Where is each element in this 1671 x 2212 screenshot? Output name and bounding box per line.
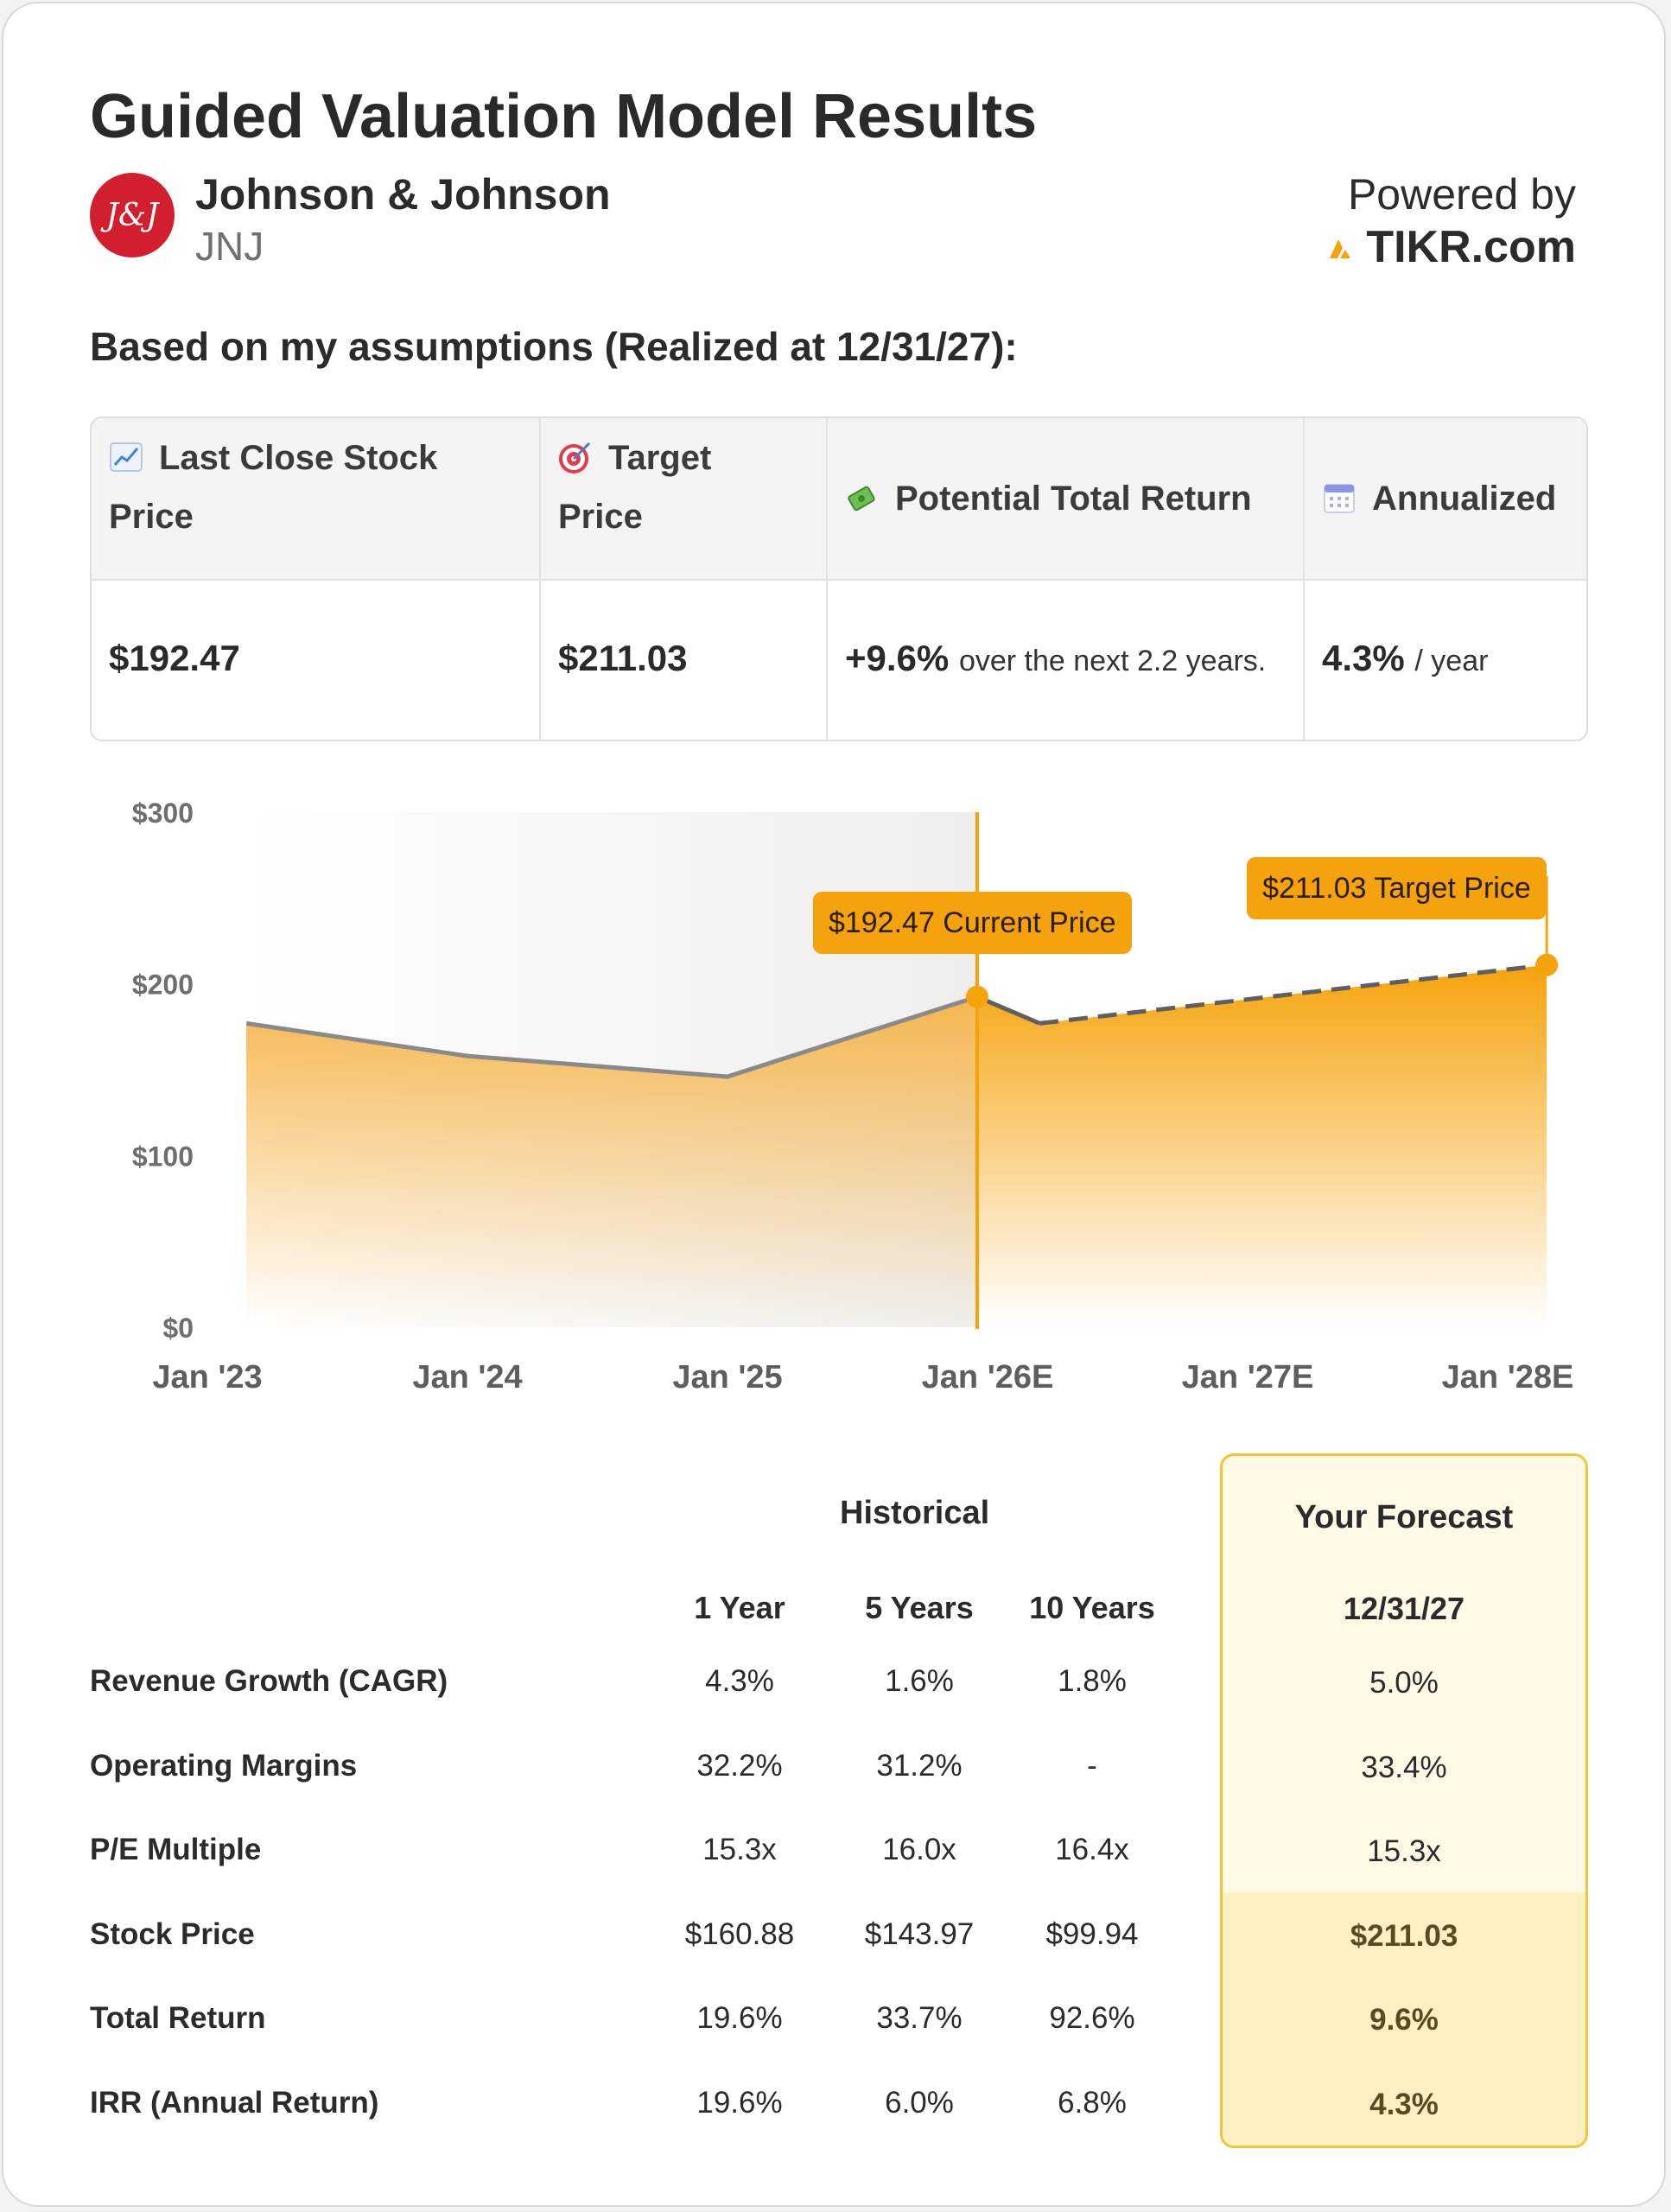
- col-1-year: 1 Year: [694, 1590, 785, 1625]
- header-last-close-label: Last Close Stock Price: [109, 439, 438, 536]
- column-divider: [826, 418, 828, 740]
- metric-cell: 6.8%: [1058, 2086, 1127, 2120]
- header-annualized-label: Annualized: [1372, 480, 1557, 518]
- money-with-wings-icon: [848, 486, 875, 512]
- chart-increasing-icon: [110, 442, 143, 472]
- metric-row-label: Total Return: [90, 2001, 266, 2035]
- assumptions-heading: Based on my assumptions (Realized at 12/…: [90, 324, 1018, 369]
- brand-name: TIKR.com: [1366, 222, 1576, 272]
- historical-title: Historical: [840, 1495, 990, 1531]
- current-price-point: [965, 985, 988, 1008]
- metric-cell: 16.4x: [1055, 1833, 1129, 1866]
- company-name: Johnson & Johnson: [195, 170, 611, 219]
- current-price-label: $192.47 Current Price: [812, 891, 1132, 954]
- metric-cell: 92.6%: [1049, 2001, 1135, 2035]
- forecast-cell: 5.0%: [1369, 1666, 1439, 1700]
- ticker-symbol: JNJ: [195, 224, 264, 269]
- target-price-point: [1535, 953, 1559, 976]
- col-5-years: 5 Years: [865, 1590, 974, 1625]
- historical-price-line: [245, 995, 978, 1079]
- metric-cell: 1.8%: [1058, 1664, 1127, 1698]
- target-icon: [559, 442, 591, 474]
- y-tick-label: $300: [132, 798, 194, 829]
- header-annualized: Annualized: [1322, 469, 1581, 528]
- y-tick-label: $200: [132, 969, 194, 1001]
- forecast-cell: 33.4%: [1361, 1751, 1447, 1784]
- metric-cell: 32.2%: [696, 1749, 783, 1783]
- forecast-price-line: [975, 995, 1041, 1026]
- header-target: Target Price: [558, 429, 800, 546]
- metric-cell: 15.3x: [702, 1833, 777, 1866]
- last-close-value: $192.47: [109, 638, 240, 678]
- metric-cell: 19.6%: [696, 2086, 783, 2120]
- metric-cell: 33.7%: [876, 2001, 963, 2035]
- header-total-return-label: Potential Total Return: [895, 480, 1252, 518]
- metric-cell: 16.0x: [882, 1833, 956, 1866]
- company-logo: J&J: [90, 173, 175, 257]
- tikr-logo-icon: [1330, 239, 1351, 258]
- metric-cell: $160.88: [684, 1917, 795, 1951]
- metric-cell: 31.2%: [876, 1749, 963, 1783]
- forecast-cell: 15.3x: [1367, 1834, 1441, 1868]
- forecast-date: 12/31/27: [1343, 1591, 1465, 1626]
- header-target-label: Target Price: [558, 439, 712, 536]
- forecast-cell: 4.3%: [1369, 2088, 1439, 2121]
- metric-row-label: IRR (Annual Return): [90, 2086, 379, 2120]
- metric-cell: $99.94: [1045, 1917, 1139, 1951]
- historical-area: [246, 996, 977, 1327]
- annualized-unit: / year: [1414, 645, 1489, 677]
- metric-cell: 19.6%: [696, 2001, 783, 2035]
- target-price-label: $211.03 Target Price: [1247, 857, 1547, 919]
- header-total-return: Potential Total Return: [845, 469, 1294, 528]
- metric-row-label: P/E Multiple: [90, 1833, 262, 1866]
- header-last-close: Last Close Stock Price: [109, 429, 524, 546]
- y-tick-label: $0: [162, 1313, 194, 1344]
- metric-cell: 1.6%: [885, 1664, 954, 1698]
- x-tick-label: Jan '26E: [922, 1359, 1054, 1395]
- x-tick-label: Jan '23: [152, 1359, 262, 1395]
- forecast-area: [976, 964, 1547, 1327]
- annualized-value: 4.3% / year: [1322, 638, 1488, 679]
- x-tick-label: Jan '25: [672, 1359, 782, 1395]
- x-tick-label: Jan '28E: [1442, 1359, 1574, 1395]
- metric-row-label: Revenue Growth (CAGR): [90, 1664, 448, 1698]
- total-return-pct: +9.6%: [845, 638, 950, 678]
- total-return-value: +9.6% over the next 2.2 years.: [845, 638, 1266, 679]
- x-tick-label: Jan '27E: [1182, 1359, 1314, 1395]
- summary-table: Last Close Stock Price Target Price Pote…: [90, 416, 1588, 741]
- total-return-note: over the next 2.2 years.: [958, 645, 1267, 677]
- page-title: Guided Valuation Model Results: [90, 82, 1038, 151]
- forecast-highlight: [1223, 1892, 1585, 2145]
- forecast-cell: 9.6%: [1369, 2003, 1439, 2037]
- col-10-years: 10 Years: [1029, 1590, 1155, 1625]
- column-divider: [539, 418, 541, 740]
- brand-link[interactable]: TIKR.com: [1328, 221, 1576, 273]
- metric-row-label: Operating Margins: [90, 1749, 358, 1783]
- powered-by-label: Powered by: [1347, 170, 1576, 219]
- forecast-cell: $211.03: [1350, 1919, 1458, 1953]
- annualized-pct: 4.3%: [1322, 638, 1405, 678]
- target-price-value: $211.03: [558, 638, 688, 678]
- logo-text: J&J: [105, 197, 159, 233]
- metric-cell: 4.3%: [705, 1664, 774, 1698]
- forecast-dashed-line: [1039, 963, 1547, 1026]
- metric-row-label: Stock Price: [90, 1917, 255, 1951]
- forecast-panel: Your Forecast 12/31/27: [1220, 1453, 1588, 2148]
- metric-cell: $143.97: [864, 1917, 975, 1951]
- y-tick-label: $100: [132, 1141, 194, 1172]
- metric-cell: -: [1087, 1749, 1097, 1783]
- price-chart: $300 $200 $100 $0 Jan '23 Jan '24 Jan '25 Jan '…: [90, 772, 1628, 1429]
- column-divider: [1303, 418, 1305, 740]
- forecast-title: Your Forecast: [1294, 1499, 1514, 1535]
- metric-cell: 6.0%: [885, 2086, 954, 2120]
- calendar-icon: [1324, 484, 1355, 513]
- x-tick-label: Jan '24: [412, 1359, 522, 1395]
